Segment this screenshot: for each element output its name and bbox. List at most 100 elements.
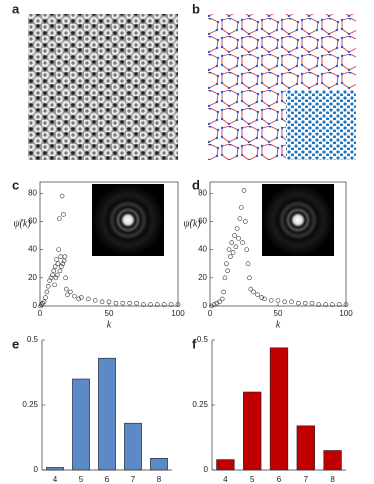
data-point bbox=[221, 289, 226, 295]
x-tick-label: 4 bbox=[223, 475, 228, 484]
data-point bbox=[275, 298, 281, 303]
data-point bbox=[168, 302, 174, 307]
data-point bbox=[244, 247, 250, 252]
data-point bbox=[99, 299, 105, 305]
x-tick-label: 0 bbox=[38, 309, 43, 318]
data-point bbox=[68, 289, 73, 295]
x-tick-label: 50 bbox=[274, 309, 283, 318]
bar bbox=[124, 422, 142, 471]
x-tick-label: 8 bbox=[330, 475, 335, 484]
y-tick-label: 0.5 bbox=[197, 335, 209, 344]
bar bbox=[243, 391, 262, 471]
bar bbox=[216, 459, 235, 471]
data-point bbox=[316, 302, 322, 307]
x-tick-label: 6 bbox=[105, 475, 110, 484]
x-tick-label: 5 bbox=[250, 475, 255, 484]
y-tick-label: 40 bbox=[198, 245, 207, 254]
data-point bbox=[57, 216, 62, 221]
bar bbox=[46, 467, 64, 471]
data-point bbox=[50, 272, 55, 278]
data-point bbox=[234, 226, 240, 231]
y-tick-label: 80 bbox=[28, 188, 37, 197]
x-tick-label: 4 bbox=[53, 475, 58, 484]
data-point bbox=[54, 272, 60, 278]
data-point bbox=[92, 298, 98, 303]
y-tick-label: 0 bbox=[34, 465, 39, 474]
y-tick-label: 60 bbox=[28, 217, 37, 226]
x-tick-label: 8 bbox=[157, 475, 162, 484]
data-point bbox=[296, 300, 301, 306]
bar bbox=[269, 347, 289, 471]
y-axis-label: ψ̃(k) bbox=[183, 218, 201, 229]
data-point bbox=[330, 302, 335, 307]
x-tick-label: 100 bbox=[339, 309, 353, 318]
data-point bbox=[40, 300, 46, 306]
data-point bbox=[226, 247, 232, 252]
data-point bbox=[47, 278, 52, 283]
x-tick-label: 5 bbox=[79, 475, 84, 484]
panel-label: e bbox=[12, 336, 19, 351]
x-axis-label: k bbox=[276, 319, 281, 330]
data-point bbox=[43, 295, 48, 300]
bar bbox=[98, 357, 116, 471]
data-point bbox=[247, 275, 252, 281]
data-point bbox=[86, 296, 91, 302]
data-point bbox=[282, 299, 288, 305]
panel-label: f bbox=[192, 336, 197, 351]
data-point bbox=[55, 261, 61, 267]
data-point bbox=[60, 261, 66, 267]
data-point bbox=[214, 300, 220, 306]
data-point bbox=[148, 302, 153, 307]
data-point bbox=[56, 247, 61, 252]
data-point bbox=[224, 261, 229, 267]
data-point bbox=[248, 286, 254, 292]
x-axis-label: k bbox=[107, 319, 112, 330]
data-point bbox=[289, 299, 294, 305]
data-point bbox=[323, 302, 328, 307]
data-point bbox=[57, 268, 63, 274]
data-point bbox=[161, 302, 167, 307]
panel-label: a bbox=[12, 1, 20, 16]
data-point bbox=[51, 268, 57, 274]
data-point bbox=[53, 275, 59, 281]
data-point bbox=[228, 254, 233, 259]
data-point bbox=[302, 300, 308, 306]
data-point bbox=[63, 275, 68, 281]
data-point bbox=[54, 257, 59, 262]
points-image bbox=[286, 90, 356, 160]
data-point bbox=[217, 299, 222, 305]
data-point bbox=[134, 300, 139, 306]
data-point bbox=[76, 296, 81, 302]
data-point bbox=[255, 292, 260, 298]
data-point bbox=[219, 296, 225, 302]
data-point bbox=[59, 264, 64, 269]
y-tick-label: 0.25 bbox=[22, 400, 38, 409]
data-point bbox=[243, 219, 248, 224]
bar bbox=[72, 378, 90, 471]
data-point bbox=[175, 302, 181, 307]
y-tick-label: 0 bbox=[204, 465, 209, 474]
x-tick-label: 50 bbox=[105, 309, 114, 318]
x-tick-label: 6 bbox=[277, 475, 282, 484]
data-point bbox=[229, 240, 235, 245]
data-point bbox=[58, 254, 64, 259]
x-tick-label: 0 bbox=[208, 309, 213, 318]
data-point bbox=[268, 298, 274, 303]
data-point bbox=[222, 275, 228, 281]
data-point bbox=[63, 286, 69, 292]
plot-frame bbox=[39, 181, 179, 307]
data-point bbox=[113, 300, 119, 306]
data-point bbox=[45, 283, 51, 289]
data-point bbox=[127, 300, 132, 306]
data-point bbox=[48, 275, 54, 281]
y-tick-label: 40 bbox=[28, 245, 37, 254]
data-point bbox=[61, 212, 66, 217]
data-point bbox=[62, 254, 68, 259]
data-point bbox=[120, 300, 126, 306]
inset-image bbox=[262, 184, 334, 256]
micrograph bbox=[28, 14, 178, 160]
data-point bbox=[72, 293, 77, 299]
panel-label: c bbox=[12, 177, 19, 192]
data-point bbox=[106, 299, 112, 305]
data-point bbox=[141, 302, 146, 307]
